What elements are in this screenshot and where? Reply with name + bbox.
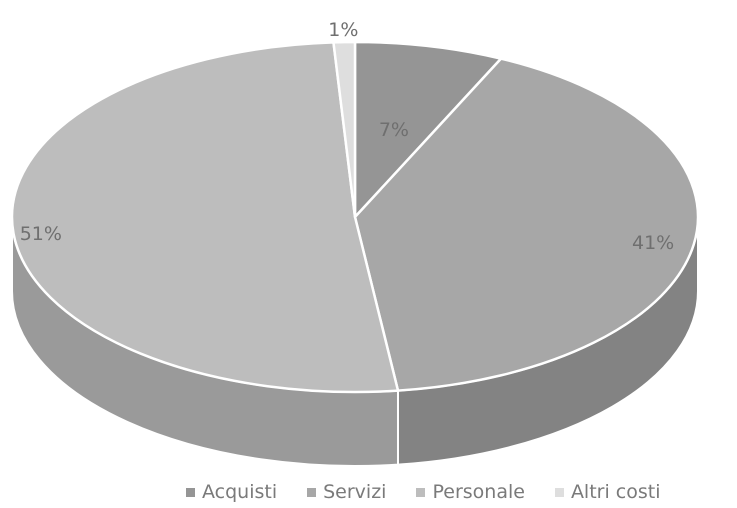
pie-slice-altri-costi[interactable] [332, 40, 357, 219]
legend-item-altri-costi[interactable]: Altri costi [554, 481, 661, 503]
legend-swatch-altri-costi [554, 487, 564, 497]
pie-top-slices [10, 40, 700, 394]
legend-swatch-personale [416, 487, 426, 497]
legend-label-servizi: Servizi [323, 481, 387, 503]
pie-slice-acquisti[interactable] [353, 40, 503, 219]
pie-slice-personale[interactable] [10, 41, 400, 394]
legend-label-personale: Personale [432, 481, 525, 503]
legend-label-acquisti: Acquisti [202, 481, 278, 503]
pie-data-labels: 7% 41% 51% 1% [20, 19, 675, 254]
data-label-servizi: 41% [632, 232, 674, 254]
data-label-personale: 51% [20, 223, 62, 245]
pie-slice-servizi[interactable] [353, 57, 700, 392]
legend: Acquisti Servizi Personale Altri costi [186, 481, 661, 503]
legend-label-altri-costi: Altri costi [570, 481, 661, 503]
legend-swatch-servizi [307, 487, 317, 497]
legend-item-personale[interactable]: Personale [416, 481, 525, 503]
legend-item-servizi[interactable]: Servizi [307, 481, 386, 503]
data-label-altri-costi: 1% [328, 19, 358, 41]
legend-item-acquisti[interactable]: Acquisti [186, 481, 277, 503]
legend-swatch-acquisti [186, 487, 195, 497]
data-label-acquisti: 7% [379, 119, 409, 141]
